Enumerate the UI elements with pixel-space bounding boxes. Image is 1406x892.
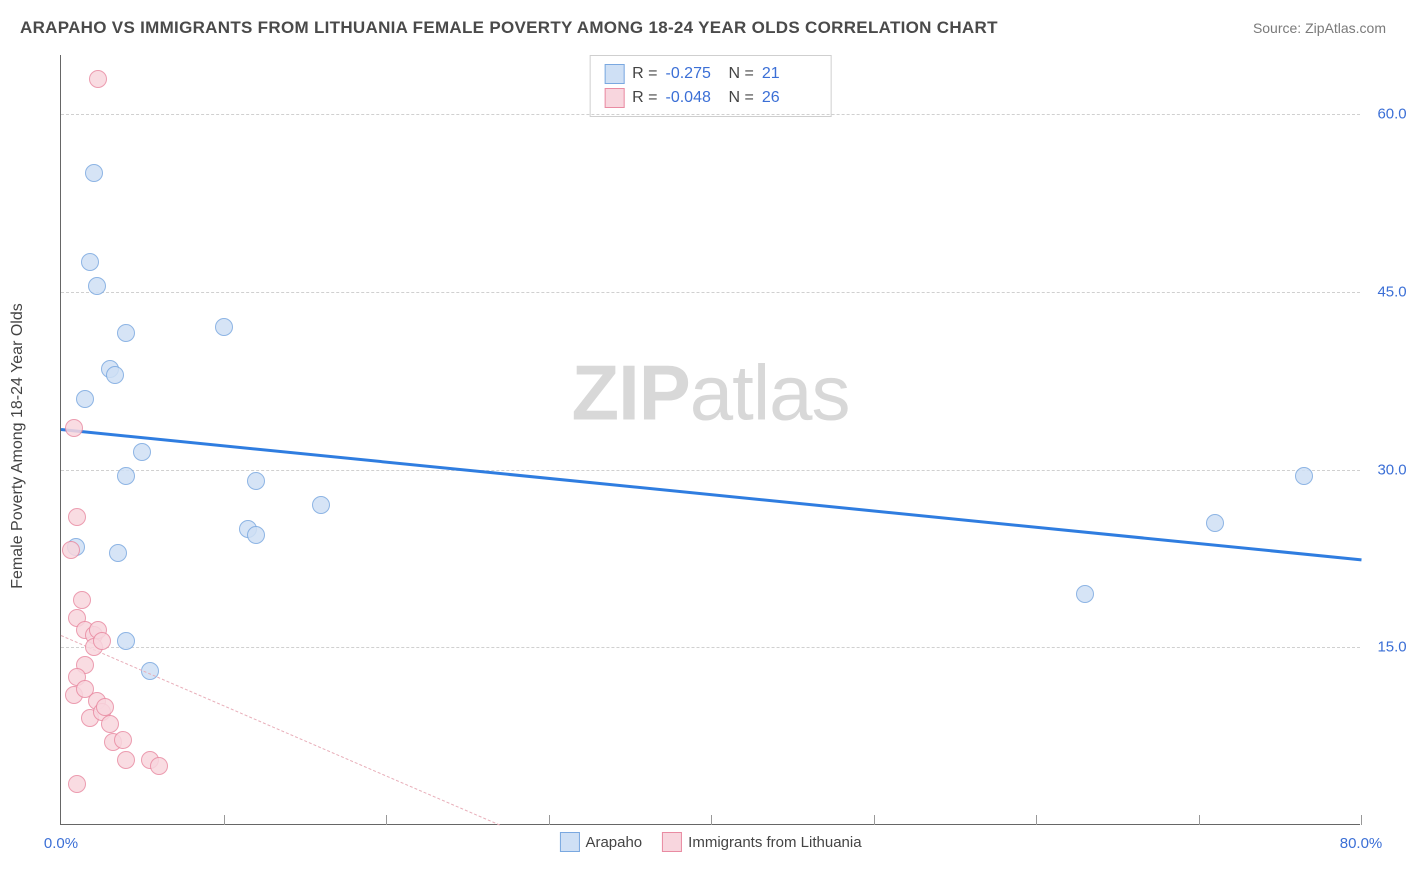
swatch-series-0 bbox=[604, 64, 624, 84]
n-label: N = bbox=[729, 86, 754, 110]
r-label: R = bbox=[632, 86, 657, 110]
x-tick-label: 0.0% bbox=[44, 835, 78, 852]
bottom-legend: Arapaho Immigrants from Lithuania bbox=[559, 832, 861, 852]
data-point bbox=[117, 751, 135, 769]
stats-row-1: R = -0.048 N = 26 bbox=[604, 86, 817, 110]
stats-row-0: R = -0.275 N = 21 bbox=[604, 62, 817, 86]
legend-label-1: Immigrants from Lithuania bbox=[688, 834, 861, 851]
data-point bbox=[1206, 514, 1224, 532]
y-tick-label: 60.0% bbox=[1365, 106, 1406, 123]
chart-title: ARAPAHO VS IMMIGRANTS FROM LITHUANIA FEM… bbox=[20, 18, 998, 38]
data-point bbox=[114, 731, 132, 749]
data-point bbox=[1295, 467, 1313, 485]
data-point bbox=[101, 715, 119, 733]
legend-item-0: Arapaho bbox=[559, 832, 642, 852]
x-tick bbox=[711, 815, 712, 825]
y-tick-label: 15.0% bbox=[1365, 639, 1406, 656]
data-point bbox=[89, 70, 107, 88]
n-value-0: 21 bbox=[762, 62, 817, 86]
r-label: R = bbox=[632, 62, 657, 86]
watermark-atlas: atlas bbox=[690, 349, 850, 437]
gridline-h bbox=[61, 647, 1360, 648]
data-point bbox=[106, 366, 124, 384]
x-tick bbox=[386, 815, 387, 825]
data-point bbox=[88, 277, 106, 295]
data-point bbox=[247, 472, 265, 490]
data-point bbox=[117, 467, 135, 485]
gridline-h bbox=[61, 470, 1360, 471]
y-axis-title: Female Poverty Among 18-24 Year Olds bbox=[9, 303, 27, 589]
watermark: ZIPatlas bbox=[571, 348, 849, 439]
data-point bbox=[96, 698, 114, 716]
data-point bbox=[93, 632, 111, 650]
data-point bbox=[73, 591, 91, 609]
x-tick bbox=[1199, 815, 1200, 825]
watermark-zip: ZIP bbox=[571, 349, 689, 437]
data-point bbox=[65, 419, 83, 437]
data-point bbox=[117, 324, 135, 342]
data-point bbox=[109, 544, 127, 562]
swatch-series-1 bbox=[604, 88, 624, 108]
x-tick bbox=[1036, 815, 1037, 825]
x-tick bbox=[549, 815, 550, 825]
n-value-1: 26 bbox=[762, 86, 817, 110]
legend-label-0: Arapaho bbox=[585, 834, 642, 851]
data-point bbox=[81, 253, 99, 271]
data-point bbox=[1076, 585, 1094, 603]
legend-swatch-1 bbox=[662, 832, 682, 852]
data-point bbox=[247, 526, 265, 544]
gridline-h bbox=[61, 114, 1360, 115]
data-point bbox=[133, 443, 151, 461]
data-point bbox=[76, 390, 94, 408]
n-label: N = bbox=[729, 62, 754, 86]
plot-area: ZIPatlas R = -0.275 N = 21 R = -0.048 N … bbox=[60, 55, 1360, 825]
y-tick-label: 30.0% bbox=[1365, 461, 1406, 478]
r-value-0: -0.275 bbox=[666, 62, 721, 86]
r-value-1: -0.048 bbox=[666, 86, 721, 110]
y-tick-label: 45.0% bbox=[1365, 283, 1406, 300]
data-point bbox=[68, 775, 86, 793]
x-tick bbox=[874, 815, 875, 825]
data-point bbox=[312, 496, 330, 514]
data-point bbox=[150, 757, 168, 775]
data-point bbox=[68, 508, 86, 526]
data-point bbox=[215, 318, 233, 336]
legend-swatch-0 bbox=[559, 832, 579, 852]
data-point bbox=[117, 632, 135, 650]
gridline-h bbox=[61, 292, 1360, 293]
data-point bbox=[62, 541, 80, 559]
data-point bbox=[85, 164, 103, 182]
source-label: Source: ZipAtlas.com bbox=[1253, 20, 1386, 36]
x-tick-label: 80.0% bbox=[1340, 835, 1383, 852]
legend-item-1: Immigrants from Lithuania bbox=[662, 832, 861, 852]
x-tick bbox=[224, 815, 225, 825]
stats-legend: R = -0.275 N = 21 R = -0.048 N = 26 bbox=[589, 55, 832, 117]
x-tick bbox=[1361, 815, 1362, 825]
